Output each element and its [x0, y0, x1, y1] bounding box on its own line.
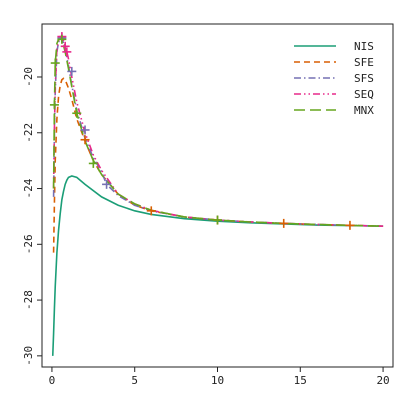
y-tick-label: -28: [22, 290, 35, 310]
data-point-mnx: [49, 100, 59, 110]
legend-label-mnx: MNX: [354, 104, 374, 117]
data-point-sfe: [146, 206, 156, 216]
series-line-nis: [51, 175, 384, 356]
legend-label-sfe: SFE: [354, 56, 374, 69]
marker-layer: [49, 32, 355, 230]
data-point-mnx: [72, 108, 82, 118]
x-tick-label: 0: [49, 374, 56, 387]
y-axis: -30 -28 -26 -24 -22 -20: [22, 67, 42, 366]
y-tick-label: -26: [22, 234, 35, 254]
data-point-sfs: [80, 125, 90, 135]
y-tick-label: -24: [22, 178, 35, 198]
legend-label-nis: NIS: [354, 40, 374, 53]
series-layer: [51, 35, 384, 356]
x-tick-label: 15: [294, 374, 307, 387]
y-tick-label: -20: [22, 67, 35, 87]
data-point-sfe: [80, 135, 90, 145]
legend: NIS SFE SFS SEQ MNX: [294, 40, 374, 117]
data-point-mnx: [213, 215, 222, 225]
data-point-mnx: [57, 34, 67, 44]
legend-label-seq: SEQ: [354, 88, 374, 101]
data-point-sfe: [345, 220, 355, 230]
legend-label-sfs: SFS: [354, 72, 374, 85]
plot-frame: [41, 23, 394, 368]
x-axis: 0 5 10 15 20: [49, 367, 390, 387]
x-tick-label: 5: [131, 374, 138, 387]
data-point-sfe: [279, 218, 289, 228]
data-point-sfs: [67, 66, 77, 76]
data-point-seq: [60, 41, 70, 51]
data-point-mnx: [50, 58, 60, 68]
x-tick-label: 10: [211, 374, 224, 387]
data-point-sfs: [102, 179, 112, 189]
data-point-mnx: [88, 158, 98, 168]
x-tick-label: 20: [376, 374, 389, 387]
y-tick-label: -22: [22, 123, 35, 143]
y-tick-label: -30: [22, 346, 35, 366]
data-point-seq: [62, 47, 72, 57]
series-line-sfe: [52, 77, 384, 253]
